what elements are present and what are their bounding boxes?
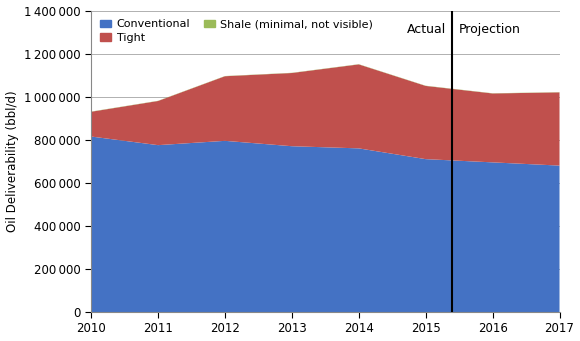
- Text: Actual: Actual: [407, 24, 446, 36]
- Y-axis label: Oil Deliverability (bbl/d): Oil Deliverability (bbl/d): [6, 90, 19, 232]
- Legend: Conventional, Tight, Shale (minimal, not visible): Conventional, Tight, Shale (minimal, not…: [97, 16, 376, 46]
- Text: Projection: Projection: [459, 24, 521, 36]
